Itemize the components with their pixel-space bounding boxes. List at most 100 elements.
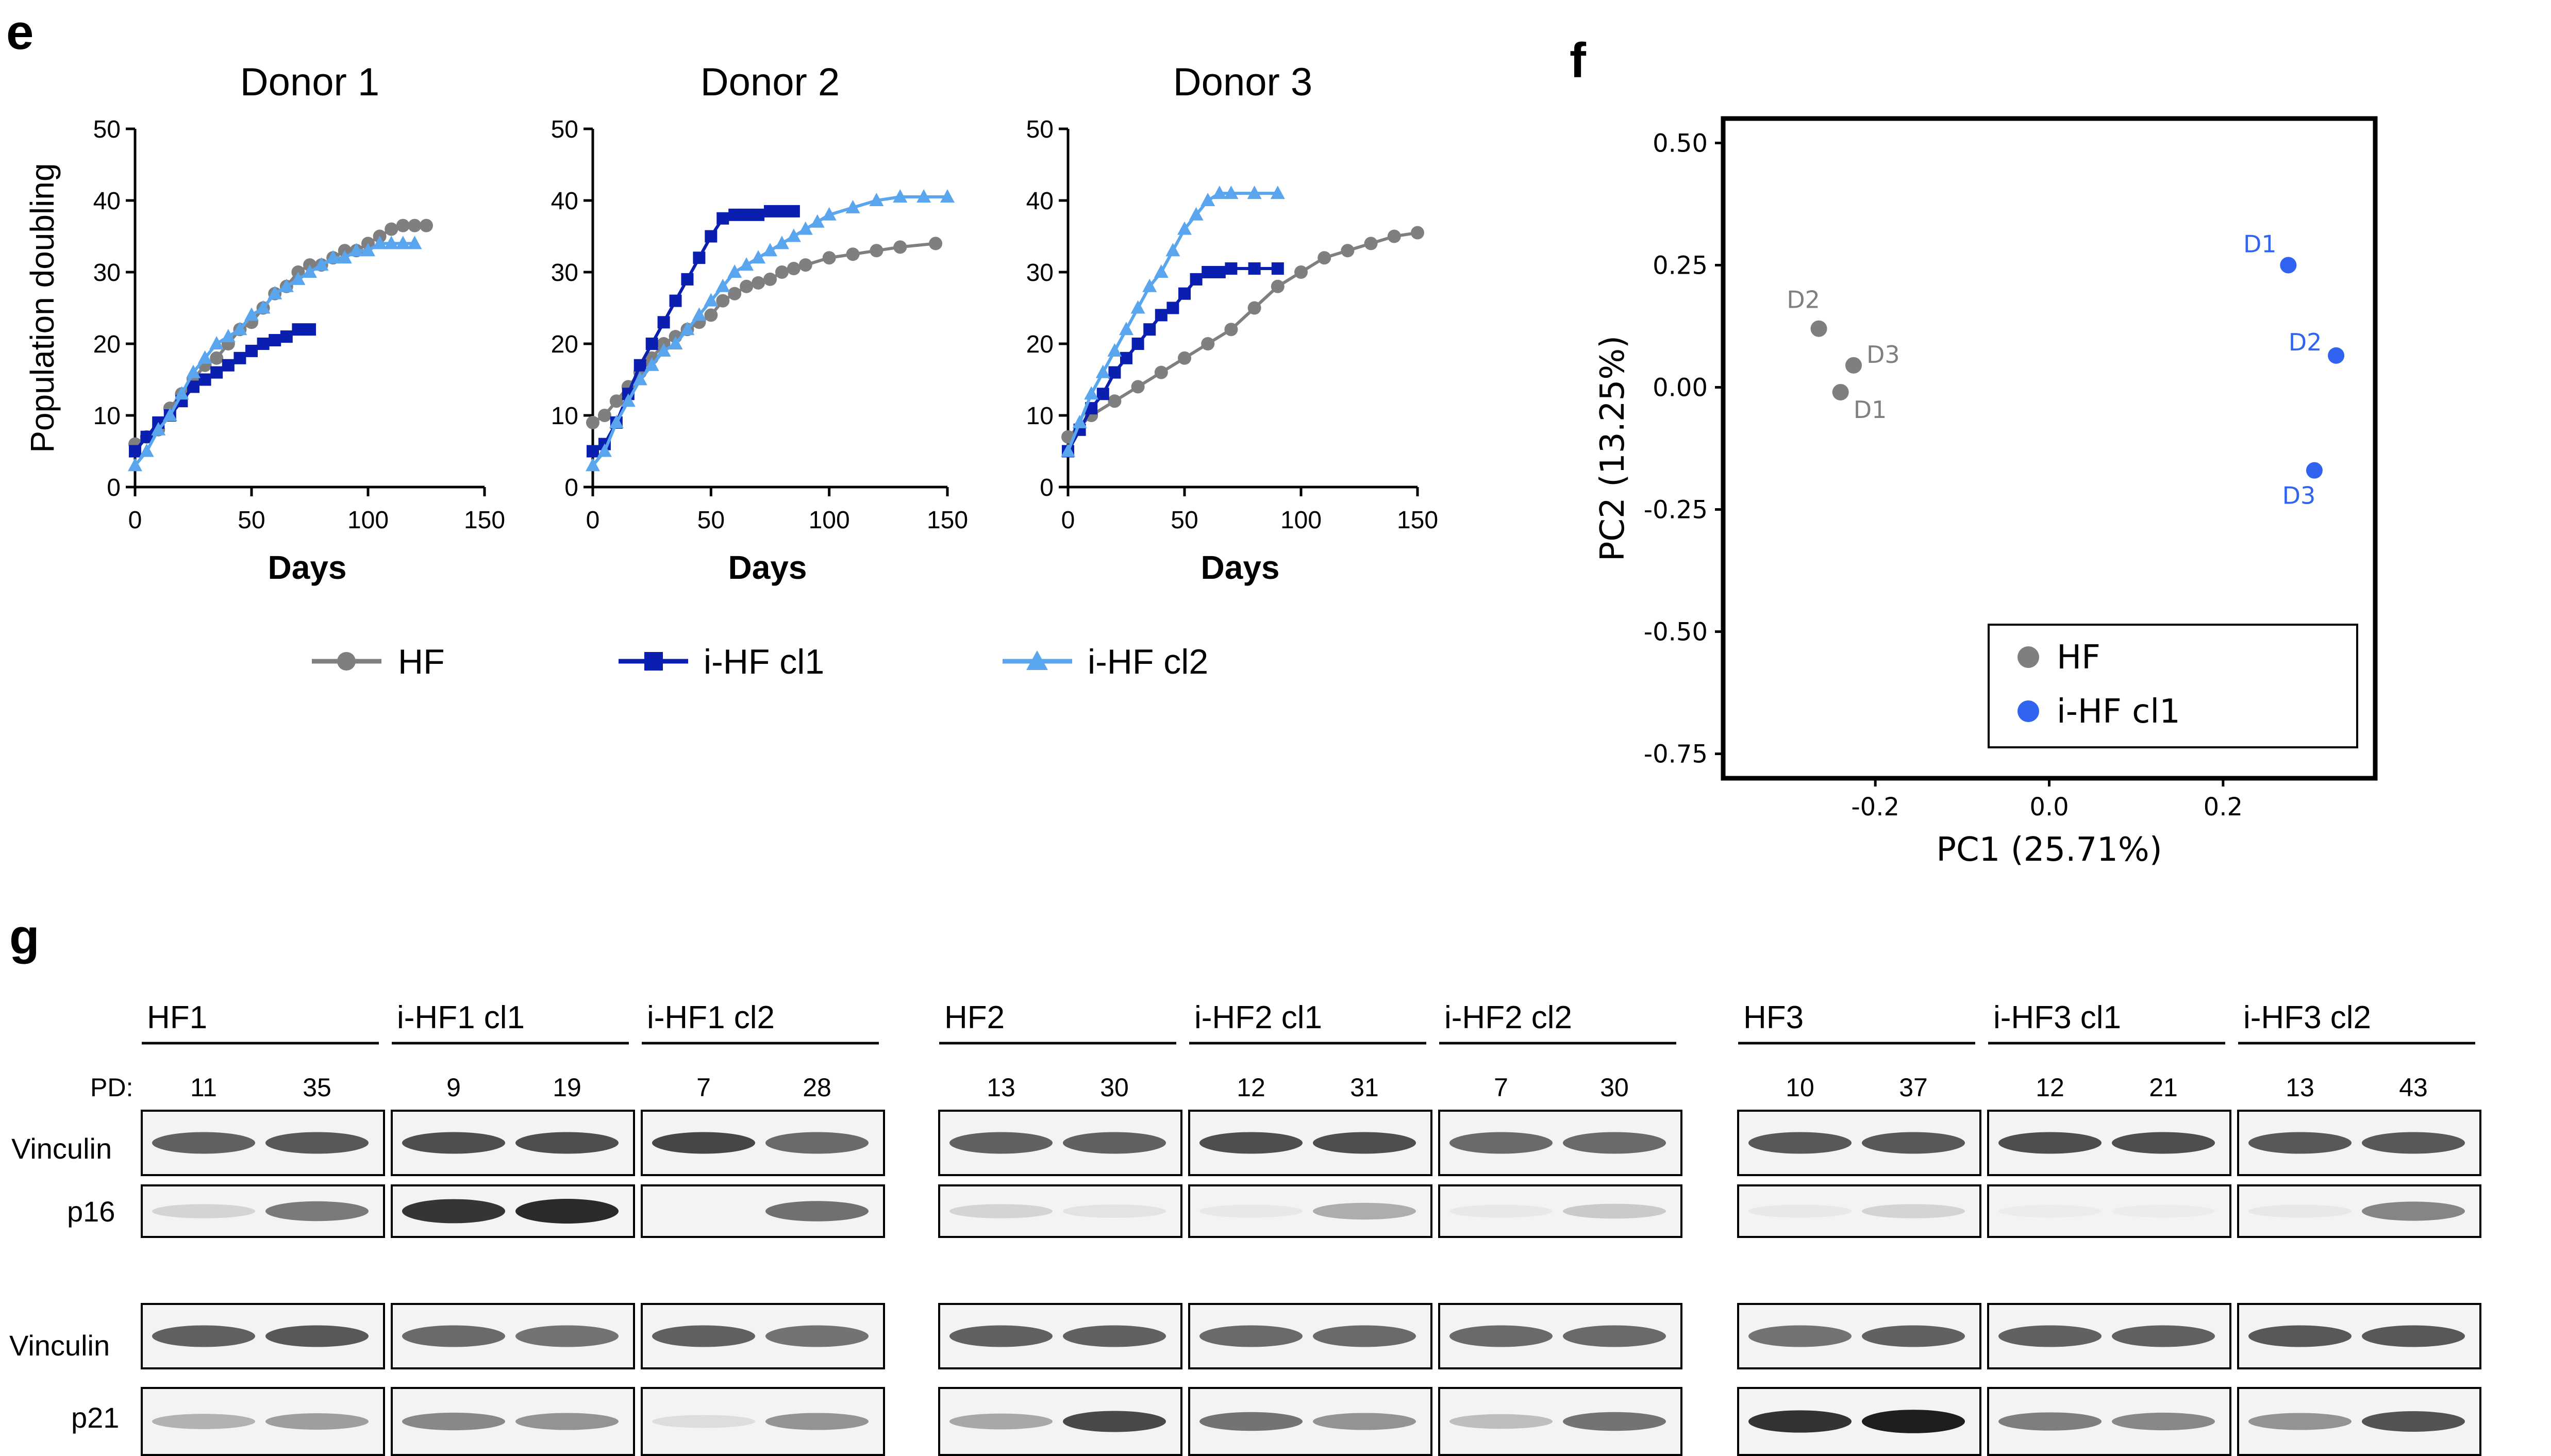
y-tick-label: -0.25: [1644, 496, 1708, 525]
x-tick-label: 0: [1061, 507, 1075, 534]
data-point: [693, 252, 706, 264]
data-point: [257, 338, 270, 350]
data-point: [2280, 257, 2297, 274]
pd-value: 7: [1494, 1073, 1508, 1102]
x-tick-label: 100: [1280, 507, 1322, 534]
blot-band: [1199, 1412, 1303, 1431]
data-point: [669, 294, 682, 307]
data-point: [1247, 301, 1261, 315]
x-tick-label: 0: [586, 507, 600, 534]
data-point: [692, 307, 707, 321]
data-point: [1142, 278, 1157, 292]
y-tick-label: 50: [93, 116, 121, 143]
group-label: HF2: [944, 1000, 1005, 1035]
x-axis-label: Days: [728, 549, 807, 586]
data-point: [609, 414, 624, 428]
y-tick-label: 0.50: [1653, 129, 1708, 158]
data-point: [1177, 221, 1192, 235]
data-point: [349, 243, 364, 257]
chart-title: Donor 3: [1173, 60, 1312, 104]
legend-box: [1988, 624, 2358, 748]
y-tick-label: 10: [1026, 403, 1054, 430]
y-tick-label: -0.50: [1644, 618, 1708, 647]
data-point: [1810, 320, 1827, 337]
data-point: [597, 443, 612, 457]
blot-band: [515, 1132, 619, 1154]
data-point: [1178, 351, 1191, 365]
series-hf: D2 D3 D1: [1787, 286, 1899, 424]
blot-band: [2248, 1132, 2352, 1154]
data-point: [740, 279, 754, 293]
data-point: [1119, 322, 1133, 336]
series-i-hf-cl1: [1062, 262, 1284, 458]
y-axis-label: PC2 (13.25%): [1594, 336, 1632, 561]
blot-band: [1563, 1325, 1666, 1347]
pd-value: 12: [1237, 1073, 1265, 1102]
x-tick-label: 150: [1397, 507, 1438, 534]
pd-value: 11: [190, 1073, 217, 1102]
legend-item-hf: HF: [312, 642, 445, 681]
data-point: [2306, 462, 2323, 479]
blot-band: [1449, 1414, 1553, 1429]
data-point: [728, 208, 741, 221]
blot-band: [1063, 1411, 1166, 1432]
blot-band: [2112, 1132, 2215, 1154]
data-point: [940, 189, 955, 203]
data-point: [151, 422, 166, 436]
blot-band: [402, 1199, 505, 1224]
data-point: [408, 219, 422, 232]
data-point: [291, 271, 306, 285]
y-tick-label: 40: [1026, 188, 1054, 215]
blot-band: [1063, 1132, 1166, 1154]
data-point: [715, 278, 730, 292]
blot-band: [1199, 1325, 1303, 1347]
legend-marker-ihf-cl2: [1026, 650, 1048, 670]
y-tick-label: 40: [551, 188, 578, 215]
data-point: [644, 357, 659, 371]
data-point: [1387, 229, 1401, 243]
blot-band: [1862, 1325, 1965, 1347]
blot-band: [2362, 1201, 2465, 1221]
y-tick-label: 10: [93, 403, 121, 430]
panel-label-f: f: [1570, 33, 1587, 88]
data-point: [385, 222, 398, 236]
data-point: [587, 445, 599, 458]
data-point: [1201, 337, 1215, 350]
pd-value: 7: [696, 1073, 711, 1102]
x-tick-label: 150: [464, 507, 505, 534]
series-hf: [1061, 226, 1424, 444]
data-point: [1212, 186, 1227, 199]
blot-band: [1449, 1204, 1553, 1218]
blot-band: [1063, 1204, 1166, 1218]
blot-band: [1313, 1132, 1416, 1154]
growth-legend: HF i-HF cl1 i-HF cl2: [312, 642, 1208, 681]
blot-band: [765, 1132, 869, 1154]
data-point: [372, 236, 387, 249]
data-point: [256, 300, 271, 314]
row-label-vinculin-2: Vinculin: [9, 1329, 110, 1362]
blot-band: [1313, 1325, 1416, 1347]
blot-band: [765, 1201, 869, 1221]
data-point: [244, 307, 259, 321]
legend-label-hf: HF: [398, 642, 445, 681]
blot-band: [2362, 1132, 2465, 1154]
blot-group-hf3: HF3 10 37: [1737, 1000, 1981, 1456]
y-tick-label: 30: [93, 259, 121, 287]
data-point: [139, 443, 154, 457]
y-tick-label: 10: [551, 403, 578, 430]
pd-value: 37: [1899, 1073, 1928, 1102]
data-point: [609, 394, 623, 408]
blot-p16-box: [1737, 1184, 1981, 1238]
data-point: [586, 458, 600, 472]
data-point: [174, 386, 189, 400]
series-i-hf-cl1: D1 D2 D3: [2243, 230, 2345, 510]
blot-band: [652, 1415, 755, 1428]
data-point: [1130, 300, 1145, 314]
pd-value: 21: [2149, 1073, 2178, 1102]
group-label: i-HF2 cl2: [1444, 1000, 1572, 1035]
legend-item-ihf-cl1: i-HF cl1: [619, 642, 824, 681]
blot-band: [1449, 1132, 1553, 1154]
pd-value: 13: [987, 1073, 1015, 1102]
blot-band: [515, 1413, 619, 1430]
